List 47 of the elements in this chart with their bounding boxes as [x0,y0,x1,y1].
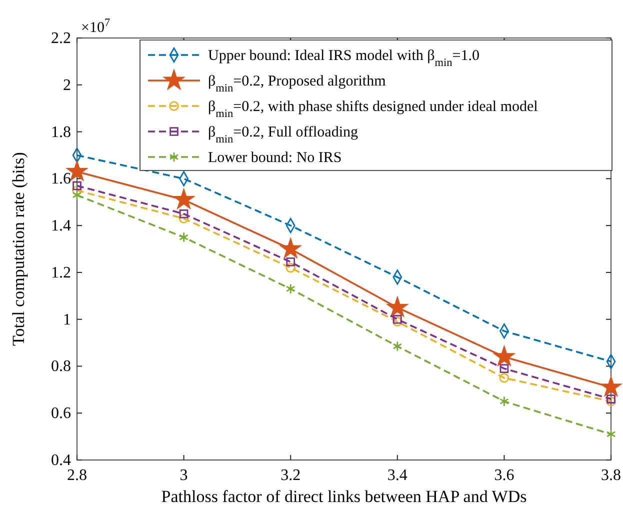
x-tick-label: 3 [180,467,188,484]
y-axis-title: Total computation rate (bits) [9,152,28,346]
point [494,346,514,366]
y-tick-label: 0.8 [51,358,71,376]
point [72,181,82,190]
x-tick-label: 2.8 [67,467,87,484]
point [179,209,188,218]
point [286,284,296,294]
y-tick-label: 0.4 [51,452,71,469]
point [392,314,402,324]
y-tick-label: 1.2 [51,264,71,282]
point [286,262,296,273]
text: ×10$^{7}$ [81,17,110,36]
point [179,232,189,243]
x-tick-label: 3.8 [601,467,621,484]
y-tick-label: 2.2 [51,30,71,47]
y-tick-label: 1.8 [51,124,71,141]
point [286,257,296,266]
x-tick-label: 3.4 [387,467,408,484]
x-tick-label: 3.6 [494,467,514,484]
y-tick-label: 0.6 [51,405,71,422]
y-tick-label: 1 [63,311,71,328]
point [392,316,402,327]
point [72,190,82,200]
point [387,297,408,316]
point [174,189,194,208]
point [72,186,82,196]
y-tick-label: 2 [63,76,71,94]
x-axis-title: Pathloss factor of direct links between HAP and WDs [161,487,527,506]
legend-label: Lower bound: No IRS [208,150,342,166]
point [499,373,510,383]
point [600,376,622,396]
point [500,364,509,373]
point [178,214,189,224]
legend-label: β$_{min}$=0.2, Full offloading [208,124,359,146]
legend-label: β$_{min}$=0.2, Proposed algorithm [208,74,386,94]
point [606,396,616,406]
y-tick-label: 1.6 [51,170,71,188]
point [392,340,402,352]
point [606,394,616,404]
point [280,238,301,258]
point [499,396,509,407]
legend-label: β$_{min}$=0.2, with phase shifts designed under ideal model [208,99,538,120]
y-tick-label: 1.4 [51,218,71,235]
x-tick-label: 3.2 [280,467,301,484]
legend-label: Upper bound: Ideal IRS model with β$_{min}$=1.0 [208,48,480,69]
point [606,428,616,440]
